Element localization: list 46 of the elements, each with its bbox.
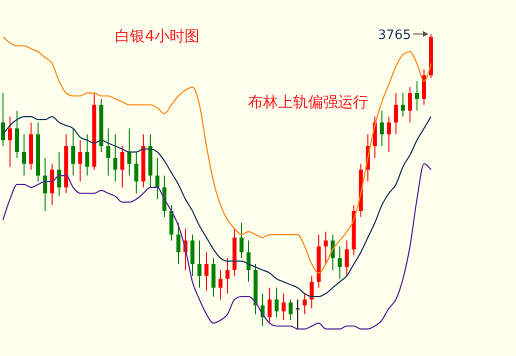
candlestick	[155, 157, 160, 200]
candlestick	[43, 157, 48, 212]
candlestick	[8, 116, 12, 168]
candlestick	[197, 240, 202, 288]
candlestick	[380, 110, 384, 147]
candlestick	[240, 222, 244, 259]
candlestick	[1, 92, 5, 147]
candlestick	[78, 140, 82, 182]
candlestick	[85, 134, 90, 176]
annotation: 布林上轨偏强运行	[248, 93, 368, 111]
candlestick	[127, 128, 132, 176]
candlestick	[190, 234, 194, 276]
candlestick	[422, 68, 426, 106]
candlestick	[338, 246, 342, 280]
candlestick	[246, 240, 251, 282]
candlestick	[113, 134, 118, 182]
candlestick	[22, 134, 26, 176]
annotation: 3765	[378, 28, 411, 43]
candlestick	[386, 116, 391, 152]
candlestick	[226, 258, 230, 294]
candlestick	[211, 258, 216, 298]
candlestick	[71, 128, 76, 176]
candlestick	[414, 80, 419, 112]
candlestick	[268, 287, 272, 324]
candlestick	[324, 231, 328, 265]
candlestick	[134, 152, 138, 194]
candlestick	[274, 287, 279, 318]
candlestick	[344, 240, 349, 276]
candlestick	[50, 163, 54, 206]
candlestick	[57, 152, 62, 197]
candlestick	[218, 270, 223, 300]
candlestick	[120, 146, 124, 188]
candlestick	[394, 92, 398, 135]
chart-title: 白银4小时图	[115, 27, 200, 45]
candlestick	[106, 128, 110, 176]
candlestick	[408, 86, 412, 123]
candlestick	[288, 299, 293, 321]
candlestick	[176, 222, 180, 265]
candlestick	[302, 293, 307, 315]
candlestick	[400, 92, 405, 118]
candlestick	[296, 299, 300, 330]
candlestick	[310, 275, 314, 309]
candlestick	[169, 204, 174, 241]
candlestick	[15, 110, 20, 158]
candlestick	[204, 252, 208, 292]
candlestick	[282, 293, 286, 321]
